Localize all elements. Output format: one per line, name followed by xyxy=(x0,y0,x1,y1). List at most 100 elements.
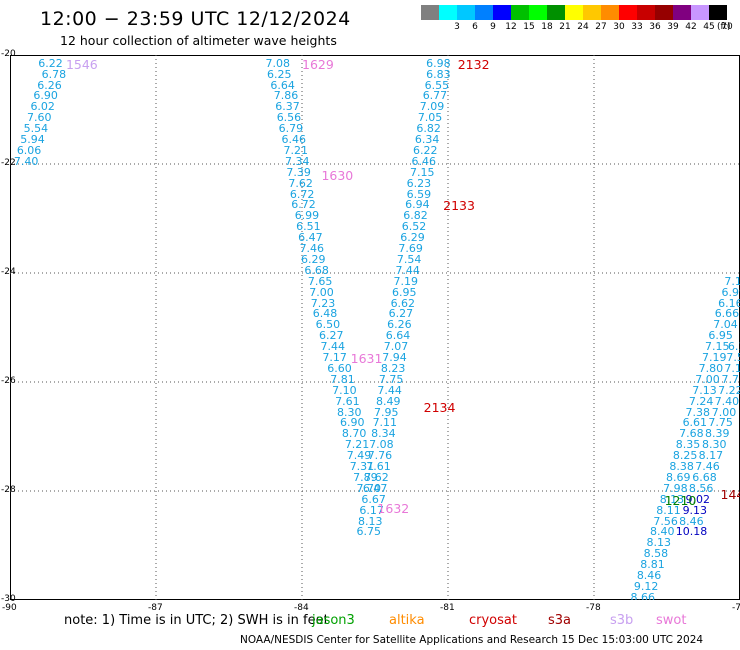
wave-height-value: 7.44 xyxy=(377,383,402,397)
wave-height-value: 6.83 xyxy=(426,67,451,81)
scale-label: 42 xyxy=(685,22,697,32)
wave-height-value: 6.26 xyxy=(387,318,412,332)
pass-time-label: 1632 xyxy=(377,500,410,516)
scale-swatch xyxy=(709,5,728,20)
wave-height-value: 6.29 xyxy=(400,231,425,245)
satellite-legend-item: altika xyxy=(389,613,425,628)
wave-height-value: 6.60 xyxy=(327,361,352,375)
wave-height-value: 7.07 xyxy=(383,340,409,354)
wave-height-value: 6.82 xyxy=(416,122,441,136)
wave-height-value: 6.23 xyxy=(406,176,432,190)
wave-height-value: 6.64 xyxy=(270,78,295,92)
wave-height-value: 8.46 xyxy=(636,569,662,583)
wave-height-value: 10.18 xyxy=(675,525,708,539)
wave-height-value: 7.62 xyxy=(364,470,389,484)
scale-swatch xyxy=(421,5,440,20)
wave-height-value: 7.60 xyxy=(27,111,52,125)
scale-label: 36 xyxy=(649,22,661,32)
scale-label: 45 xyxy=(703,22,715,32)
wave-height-value: 6.99 xyxy=(721,285,740,299)
wave-height-value: 6.68 xyxy=(692,470,717,484)
wave-height-value: 8.25 xyxy=(672,449,698,463)
wave-height-value: 6.90 xyxy=(33,89,58,103)
latitude-tick-label: -20 xyxy=(1,49,16,59)
wave-height-value: 7.19 xyxy=(724,361,740,375)
wave-height-value: 9.13 xyxy=(682,503,708,517)
wave-height-value: 6.17 xyxy=(727,340,740,354)
wave-height-value: 7.61 xyxy=(366,460,391,474)
wave-height-value: 7.21 xyxy=(283,143,309,157)
wave-height-value: 7.00 xyxy=(695,372,720,386)
pass-time-label: 2132 xyxy=(457,56,490,72)
wave-height-value: 6.47 xyxy=(298,231,323,245)
wave-height-value: 6.55 xyxy=(424,78,450,92)
scale-label: 27 xyxy=(595,22,607,32)
wave-height-value: 7.62 xyxy=(288,176,313,190)
wave-height-value: 9.12 xyxy=(633,579,659,593)
scale-label: 39 xyxy=(667,22,679,32)
wave-height-value: 6.29 xyxy=(301,252,326,266)
scale-swatch xyxy=(619,5,638,20)
longitude-tick-label: -87 xyxy=(148,603,163,613)
wave-height-value: 5.54 xyxy=(23,122,49,136)
wave-height-value: 7.54 xyxy=(396,252,422,266)
pass-time-label: 1546 xyxy=(65,56,98,72)
wave-height-value: 7.46 xyxy=(695,460,720,474)
wave-height-value: 7.34 xyxy=(284,154,310,168)
wave-height-value: 8.46 xyxy=(679,514,704,528)
credit-line: NOAA/NESDIS Center for Satellite Applica… xyxy=(240,634,704,646)
longitude-tick-label: -78 xyxy=(586,603,601,613)
wave-height-value: 7.81 xyxy=(330,372,355,386)
wave-height-value: 7.80 xyxy=(698,361,724,375)
wave-height-value: 8.66 xyxy=(630,590,656,600)
wave-height-value: 6.72 xyxy=(291,198,316,212)
wave-height-value: 7.70 xyxy=(356,481,382,495)
wave-height-value: 6.16 xyxy=(718,296,740,310)
scale-swatch xyxy=(529,5,548,20)
wave-height-value: 8.40 xyxy=(649,525,675,539)
longitude-tick-label: -84 xyxy=(294,603,309,613)
wave-height-value: 7.44 xyxy=(395,263,420,277)
scale-swatch xyxy=(691,5,710,20)
scale-label: 33 xyxy=(631,22,643,32)
wave-height-value: 8.56 xyxy=(688,481,714,495)
wave-height-value: 7.75 xyxy=(708,416,733,430)
wave-height-value: 7.05 xyxy=(417,111,443,125)
footnote: note: 1) Time is in UTC; 2) SWH is in fe… xyxy=(64,613,329,628)
latitude-tick-label: -24 xyxy=(1,267,16,277)
pass-time-label: 1630 xyxy=(321,168,354,184)
wave-height-value: 8.35 xyxy=(675,438,701,452)
wave-height-value: 7.44 xyxy=(320,340,345,354)
wave-height-value: 6.06 xyxy=(16,143,42,157)
wave-height-value: 7.09 xyxy=(419,100,445,114)
wave-height-value: 7.19 xyxy=(702,351,727,365)
latitude-tick-label: -30 xyxy=(1,594,16,604)
wave-height-value: 9.02 xyxy=(685,492,710,506)
wave-height-value: 6.52 xyxy=(401,220,427,234)
wave-height-value: 7.10 xyxy=(332,383,357,397)
wave-height-value: 8.30 xyxy=(702,438,727,452)
wave-height-value: 6.79 xyxy=(278,122,304,136)
map-grid xyxy=(10,55,740,600)
wave-height-value: 8.58 xyxy=(643,547,669,561)
scale-label: 24 xyxy=(577,22,589,32)
wave-height-value: 8.69 xyxy=(666,470,691,484)
wave-height-value: 6.90 xyxy=(339,416,365,430)
satellite-legend-item: swot xyxy=(656,613,687,628)
scale-label: 9 xyxy=(490,22,496,32)
scale-unit: (ft) xyxy=(717,22,731,32)
wave-height-value: 7.08 xyxy=(369,438,394,452)
wave-height-value: 8.81 xyxy=(640,558,665,572)
wave-height-value: 6.95 xyxy=(708,329,733,343)
wave-height-value: 6.64 xyxy=(385,329,411,343)
wave-height-value: 7.65 xyxy=(307,274,333,288)
scale-label: 70 xyxy=(721,22,733,32)
wave-height-value: 6.46 xyxy=(281,133,307,147)
scale-swatch xyxy=(583,5,602,20)
wave-height-value: 6.59 xyxy=(406,187,432,201)
latitude-tick-label: -28 xyxy=(1,485,16,495)
satellite-legend-item: jason3 xyxy=(312,613,355,628)
wave-height-value: 5.94 xyxy=(20,133,45,147)
wave-height-value: 6.56 xyxy=(276,111,302,125)
wave-height-value: 7.13 xyxy=(692,383,717,397)
